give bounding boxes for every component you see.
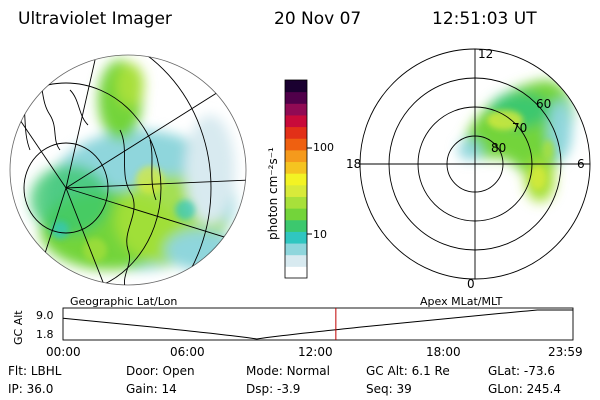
orbit-altitude-timeline: GC Alt 9.0 1.8 00:00 06:00 12:00 18:00 2… xyxy=(12,307,583,359)
timeline-xtick-1200: 12:00 xyxy=(298,345,333,359)
mlt-label-12: 12 xyxy=(478,47,493,61)
colorbar-tick-10: 10 xyxy=(313,228,327,241)
timeline-xtick-1800: 18:00 xyxy=(426,345,461,359)
colorbar-cell xyxy=(285,208,307,221)
geographic-image-panel xyxy=(9,54,247,286)
colorbar-cell xyxy=(285,161,307,174)
colorbar-cell xyxy=(285,114,307,128)
status-mode: Mode: Normal xyxy=(246,364,330,378)
mlt-label-0: 0 xyxy=(467,277,475,291)
colorbar-cell xyxy=(285,126,307,139)
polar-mlat-mlt-panel: 12 18 6 0 60 70 80 xyxy=(346,47,591,291)
timeline-ytick-min: 1.8 xyxy=(36,328,54,341)
mlat-label-60: 60 xyxy=(536,97,551,111)
status-seq: Seq: 39 xyxy=(366,382,412,396)
timeline-xtick-2359: 23:59 xyxy=(548,345,583,359)
timeline-axis-label: GC Alt xyxy=(12,310,25,345)
colorbar-cell xyxy=(285,219,307,232)
colorbar-cell xyxy=(285,231,307,244)
colorbar-cell xyxy=(285,149,307,163)
app-title: Ultraviolet Imager xyxy=(18,9,172,29)
colorbar-tick-100: 100 xyxy=(313,141,334,154)
status-dsp: Dsp: -3.9 xyxy=(246,382,300,396)
time-label: 12:51:03 UT xyxy=(432,9,537,29)
status-gc-alt: GC Alt: 6.1 Re xyxy=(366,364,450,378)
colorbar-unit-label: photon cm⁻²s⁻¹ xyxy=(266,147,280,240)
status-door: Door: Open xyxy=(126,364,195,378)
colorbar-cell xyxy=(285,138,307,151)
mlt-label-18: 18 xyxy=(346,157,361,171)
status-gain: Gain: 14 xyxy=(126,382,177,396)
colorbar-cell xyxy=(285,243,307,256)
colorbar-cell xyxy=(285,173,307,186)
colorbar-cell xyxy=(285,266,307,279)
status-filter: Flt: LBHL xyxy=(8,364,62,378)
geographic-caption: Geographic Lat/Lon xyxy=(70,295,177,308)
timeline-ytick-max: 9.0 xyxy=(36,309,54,322)
status-glon: GLon: 245.4 xyxy=(488,382,561,396)
status-glat: GLat: -73.6 xyxy=(488,364,555,378)
colorbar-cell xyxy=(285,103,307,116)
apex-caption: Apex MLat/MLT xyxy=(420,295,503,308)
colorbar-cell xyxy=(285,184,307,197)
status-panel: Flt: LBHL Door: Open Mode: Normal GC Alt… xyxy=(8,364,561,396)
colorbar: 100 10 photon cm⁻²s⁻¹ xyxy=(266,79,334,279)
colorbar-gradient xyxy=(285,80,307,279)
colorbar-cell xyxy=(285,254,307,267)
timeline-xtick-0000: 00:00 xyxy=(46,345,81,359)
timeline-xtick-0600: 06:00 xyxy=(170,345,205,359)
mlt-label-6: 6 xyxy=(577,157,585,171)
date-label: 20 Nov 07 xyxy=(274,9,361,29)
colorbar-cell xyxy=(285,91,307,104)
colorbar-cell xyxy=(285,80,307,93)
mlat-label-80: 80 xyxy=(491,141,506,155)
mlat-label-70: 70 xyxy=(512,121,527,135)
status-ip: IP: 36.0 xyxy=(8,382,53,396)
colorbar-cell xyxy=(285,196,307,209)
